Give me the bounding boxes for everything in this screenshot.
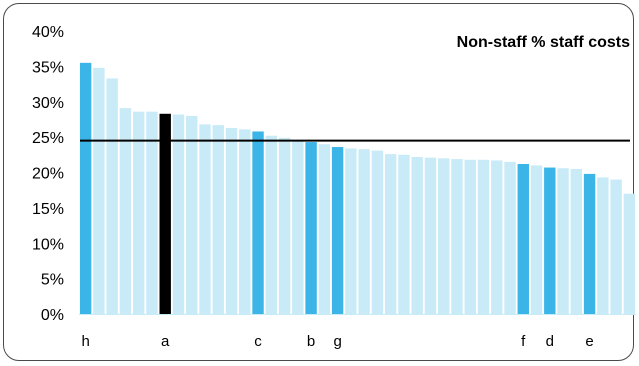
bar	[597, 177, 609, 314]
bar	[491, 160, 503, 314]
bar	[451, 159, 463, 314]
bar	[292, 139, 304, 314]
bar	[132, 111, 145, 315]
bar	[623, 193, 636, 314]
x-tick-label: c	[254, 333, 262, 350]
x-tick-label: b	[307, 333, 315, 350]
y-tick-label: 25%	[32, 130, 64, 147]
y-tick-label: 10%	[32, 236, 64, 253]
bar	[544, 167, 556, 314]
bar	[358, 149, 370, 314]
x-tick-label: d	[546, 333, 554, 350]
bar	[318, 144, 331, 314]
bar	[186, 115, 198, 315]
bar	[93, 67, 105, 314]
y-tick-label: 20%	[32, 166, 64, 183]
bar	[106, 78, 118, 315]
y-tick-label: 15%	[32, 201, 64, 218]
bar	[477, 159, 490, 314]
bar	[424, 157, 437, 314]
bar	[278, 137, 291, 314]
bar	[610, 179, 622, 314]
x-tick-label: e	[585, 333, 593, 350]
bar	[199, 124, 211, 314]
bar	[557, 168, 569, 314]
bar	[504, 161, 516, 314]
bar	[570, 168, 583, 314]
bar	[225, 127, 238, 315]
bar	[212, 125, 224, 314]
bar	[371, 150, 384, 314]
x-tick-label: g	[333, 333, 341, 350]
y-tick-label: 5%	[41, 272, 64, 289]
bar	[265, 135, 278, 314]
bar	[331, 147, 344, 314]
x-tick-label: f	[521, 333, 526, 350]
bars	[79, 62, 636, 315]
y-tick-label: 0%	[41, 307, 64, 324]
y-axis: 0% 5% 10% 15% 20% 25% 30% 35% 40%	[32, 24, 64, 324]
bar	[384, 154, 397, 314]
bar	[464, 159, 476, 314]
bar	[530, 165, 543, 314]
bar	[239, 129, 251, 314]
bar	[438, 158, 450, 314]
y-tick-label: 30%	[32, 95, 64, 112]
bar	[79, 62, 92, 315]
bar	[398, 154, 410, 314]
x-tick-label: h	[81, 333, 89, 350]
chart-title: Non-staff % staff costs	[457, 34, 630, 51]
bar	[119, 108, 132, 315]
bar	[345, 148, 357, 314]
bar	[146, 111, 158, 315]
bar	[305, 142, 317, 314]
y-tick-label: 40%	[32, 24, 64, 41]
bar	[252, 131, 264, 314]
bar	[411, 156, 423, 314]
x-tick-label: a	[161, 333, 170, 350]
bar	[583, 173, 596, 314]
bar	[172, 114, 185, 315]
y-tick-label: 35%	[32, 59, 64, 76]
bar	[517, 164, 529, 314]
bar	[159, 113, 171, 314]
